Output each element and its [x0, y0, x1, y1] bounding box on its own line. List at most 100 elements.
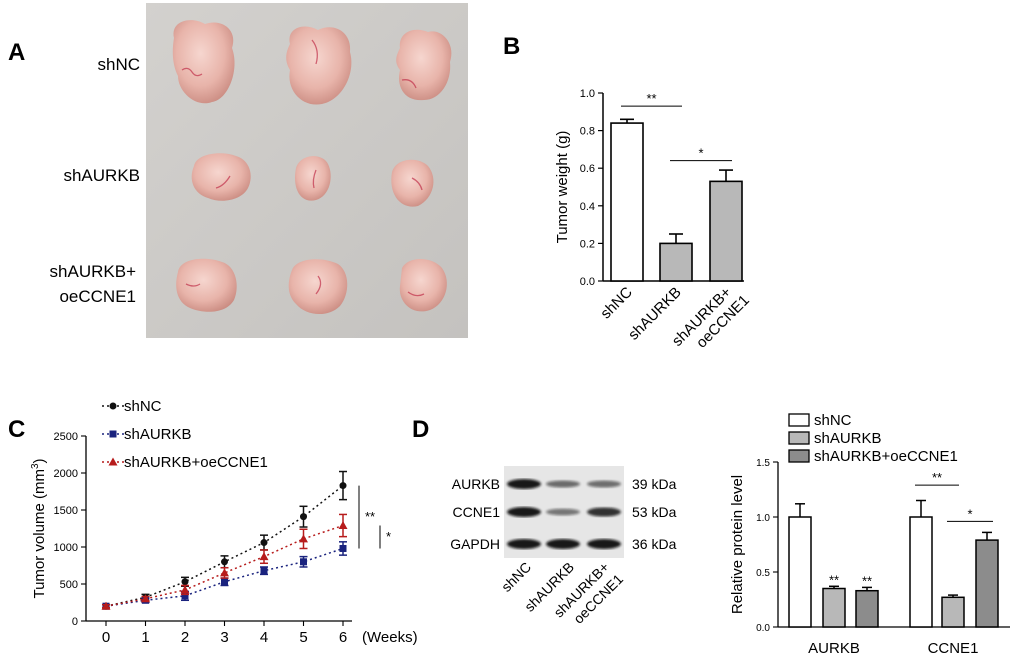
- vessel-marks: [181, 39, 425, 297]
- y-tick-label: 2000: [54, 468, 78, 480]
- y-tick-label: 0.6: [580, 163, 595, 175]
- data-point: [300, 513, 307, 521]
- x-tick-label: 3: [220, 629, 228, 646]
- blot-kda-ccne1: 53 kDa: [632, 504, 677, 520]
- y-tick-label: 0: [72, 616, 78, 628]
- significance-marker: **: [932, 470, 942, 485]
- legend-label: shAURKB: [124, 426, 192, 443]
- legend-swatch: [788, 413, 810, 427]
- blot-kda-aurkb: 39 kDa: [632, 476, 677, 492]
- tumor-shnc-3: [396, 29, 452, 101]
- legend-label: shNC: [814, 412, 852, 429]
- significance-marker: **: [646, 91, 656, 106]
- bar: [788, 516, 812, 628]
- tumor-volume-chart: 0 500 1000 1500 2000 2500 0 1 2 3 4 5 6 (Weeks) Tumor …: [30, 398, 418, 646]
- y-tick-label: 0.2: [580, 238, 595, 250]
- legend-swatch: [788, 431, 810, 445]
- bar: [975, 539, 999, 628]
- x-tick-label: 6: [339, 629, 347, 646]
- blot-band: [507, 539, 541, 549]
- y-tick-label: 1.5: [756, 458, 770, 469]
- x-tick-label: 4: [260, 629, 268, 646]
- y-axis-title: Tumor volume (mm3): [30, 458, 48, 598]
- data-point: [339, 544, 347, 552]
- data-point: [338, 521, 348, 530]
- data-point: [299, 534, 308, 543]
- x-tick-label: 2: [181, 629, 189, 646]
- blot-label-ccne1: CCNE1: [453, 504, 501, 520]
- group-label-combo-line2: oeCCNE1: [59, 287, 136, 306]
- data-point: [141, 594, 150, 603]
- data-point: [260, 539, 268, 547]
- panel-a-letter: A: [8, 39, 25, 66]
- tumor-shnc-2: [286, 26, 352, 105]
- bar: [659, 242, 693, 282]
- y-axis-title: Tumor weight (g): [554, 131, 571, 244]
- tumor-shaurkb-3: [391, 159, 434, 207]
- x-category-label: shNC: [597, 284, 636, 323]
- data-point: [101, 601, 111, 610]
- y-axis-title-main: Tumor volume (mm: [31, 469, 48, 598]
- significance-marker: **: [365, 509, 375, 524]
- data-point: [109, 402, 117, 410]
- y-tick-label: 500: [60, 579, 78, 591]
- panel-c: C 0 500 1000 1500 2000 2500 0 1 2 3 4 5 6 (Weeks) Tumo…: [8, 398, 418, 646]
- data-point: [180, 585, 190, 594]
- significance-marker: **: [829, 572, 839, 587]
- panel-c-letter: C: [8, 416, 25, 443]
- blot-kda-gapdh: 36 kDa: [632, 536, 677, 552]
- data-point: [220, 568, 229, 577]
- data-point: [221, 578, 228, 586]
- data-point: [260, 567, 268, 575]
- y-tick-label: 0.5: [756, 568, 770, 579]
- blot-band: [546, 508, 580, 516]
- significance-marker: *: [386, 529, 391, 544]
- blot-label-gapdh: GAPDH: [450, 536, 500, 552]
- y-axis-title-superscript: 3: [30, 463, 41, 469]
- legend-label: shNC: [124, 398, 162, 415]
- significance-marker: *: [967, 506, 972, 521]
- data-point: [300, 558, 307, 566]
- y-tick-label: 1500: [54, 505, 78, 517]
- y-axis-title-end: ): [31, 458, 48, 463]
- bar: [909, 516, 933, 628]
- blot-bands: [507, 479, 621, 549]
- blot-band: [546, 539, 580, 549]
- legend-label: shAURKB+oeCCNE1: [814, 448, 958, 465]
- bar: [941, 596, 965, 628]
- data-point: [181, 592, 189, 600]
- bar: [855, 589, 879, 628]
- y-axis-title: Relative protein level: [729, 475, 746, 614]
- y-tick-label: 0.4: [580, 201, 595, 213]
- y-tick-label: 0.0: [580, 276, 595, 288]
- bar: [822, 587, 846, 628]
- tumor-combo-2: [288, 259, 348, 315]
- y-tick-label: 2500: [54, 431, 78, 443]
- blot-band: [507, 507, 541, 517]
- blot-band: [587, 507, 621, 517]
- group-label-shaurkb: shAURKB: [63, 166, 140, 185]
- blot-band: [507, 479, 541, 489]
- blot-label-aurkb: AURKB: [452, 476, 500, 492]
- data-point: [221, 558, 228, 566]
- y-tick-label: 1.0: [580, 88, 595, 100]
- tumor-shaurkb-2: [294, 156, 331, 201]
- panel-d: D AURKB CCNE1 GAPDH 39 kDa 53 kDa 36 kDa…: [412, 412, 1010, 657]
- blot-band: [587, 480, 621, 488]
- significance-marker: **: [862, 573, 872, 588]
- x-group-label: AURKB: [808, 640, 860, 657]
- data-point: [108, 457, 118, 466]
- panel-d-letter: D: [412, 416, 429, 443]
- significance-marker: *: [698, 146, 703, 161]
- panel-b-letter: B: [503, 33, 520, 60]
- bar: [709, 180, 743, 282]
- y-tick-label: 1000: [54, 542, 78, 554]
- western-blot: AURKB CCNE1 GAPDH 39 kDa 53 kDa 36 kDa s…: [450, 466, 677, 627]
- series-line: [105, 484, 344, 607]
- x-axis-title: (Weeks): [362, 629, 418, 646]
- protein-level-chart: 0.0 0.5 1.0 1.5 Relative protein level AURKB C…: [729, 412, 1010, 657]
- tumor-shaurkb-1: [191, 153, 251, 201]
- tumor-combo-3: [399, 259, 447, 312]
- blot-lane-shnc: shNC: [498, 559, 534, 595]
